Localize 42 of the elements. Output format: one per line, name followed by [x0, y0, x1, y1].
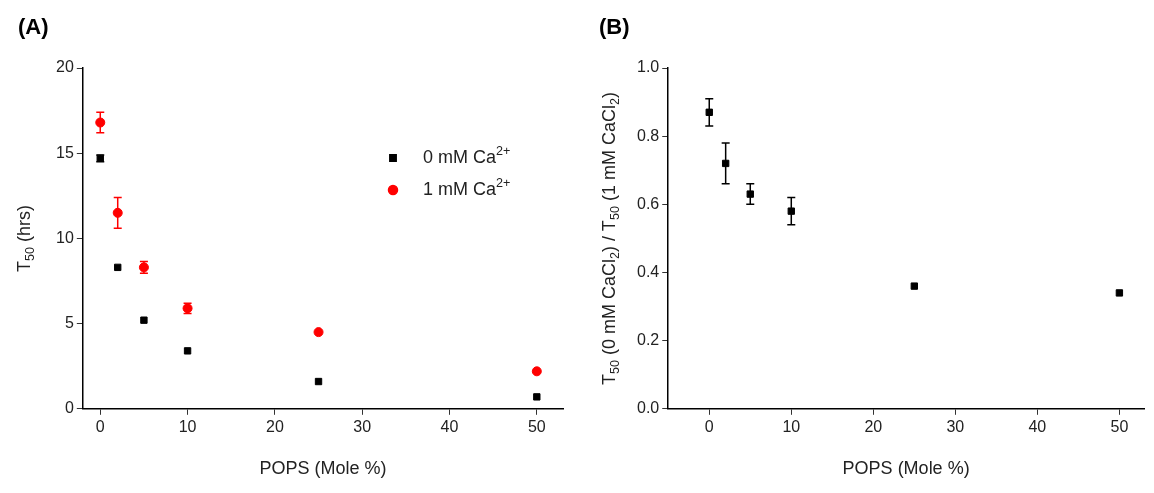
chart-title: (B)	[599, 14, 630, 40]
y-tick-label: 0.0	[636, 399, 660, 417]
y-tick-label: 15	[56, 143, 74, 161]
x-tick-label: 30	[946, 417, 965, 435]
y-tick-label: 1.0	[636, 58, 660, 76]
y-tick-label: 0.2	[636, 331, 660, 349]
x-tick-label: 30	[353, 417, 372, 435]
x-tick-label: 0	[95, 417, 105, 435]
chart-title: (A)	[18, 14, 49, 40]
point	[910, 282, 919, 290]
x-tick-label: 10	[782, 417, 801, 435]
y-tick-label: 0.6	[636, 194, 660, 212]
x-axis-title: POPS (Mole %)	[842, 457, 970, 478]
point	[95, 117, 106, 128]
y-axis-title: T50 (hrs)	[13, 204, 37, 272]
y-tick-label: 20	[56, 58, 74, 76]
x-tick-label: 40	[1028, 417, 1047, 435]
point	[313, 327, 324, 338]
point	[787, 207, 795, 215]
y-tick-label: 5	[64, 314, 74, 332]
point	[533, 393, 541, 401]
point	[705, 108, 713, 116]
point	[531, 366, 542, 377]
point	[746, 190, 754, 198]
x-tick-label: 50	[1110, 417, 1129, 435]
point	[140, 316, 148, 324]
point	[183, 347, 192, 355]
x-tick-label: 40	[440, 417, 459, 435]
x-axis-title: POPS (Mole %)	[259, 457, 387, 478]
y-tick-label: 0.4	[636, 262, 660, 280]
y-tick-label: 10	[56, 228, 74, 246]
x-tick-label: 0	[704, 417, 714, 435]
point	[114, 263, 122, 272]
x-tick-label: 50	[527, 417, 546, 435]
point	[1115, 289, 1124, 297]
y-tick-label: 0.8	[636, 126, 660, 144]
x-tick-label: 20	[265, 417, 284, 435]
point	[314, 377, 323, 386]
x-tick-label: 10	[178, 417, 197, 435]
y-tick-label: 0	[64, 399, 74, 417]
point	[112, 207, 123, 218]
x-tick-label: 20	[864, 417, 883, 435]
